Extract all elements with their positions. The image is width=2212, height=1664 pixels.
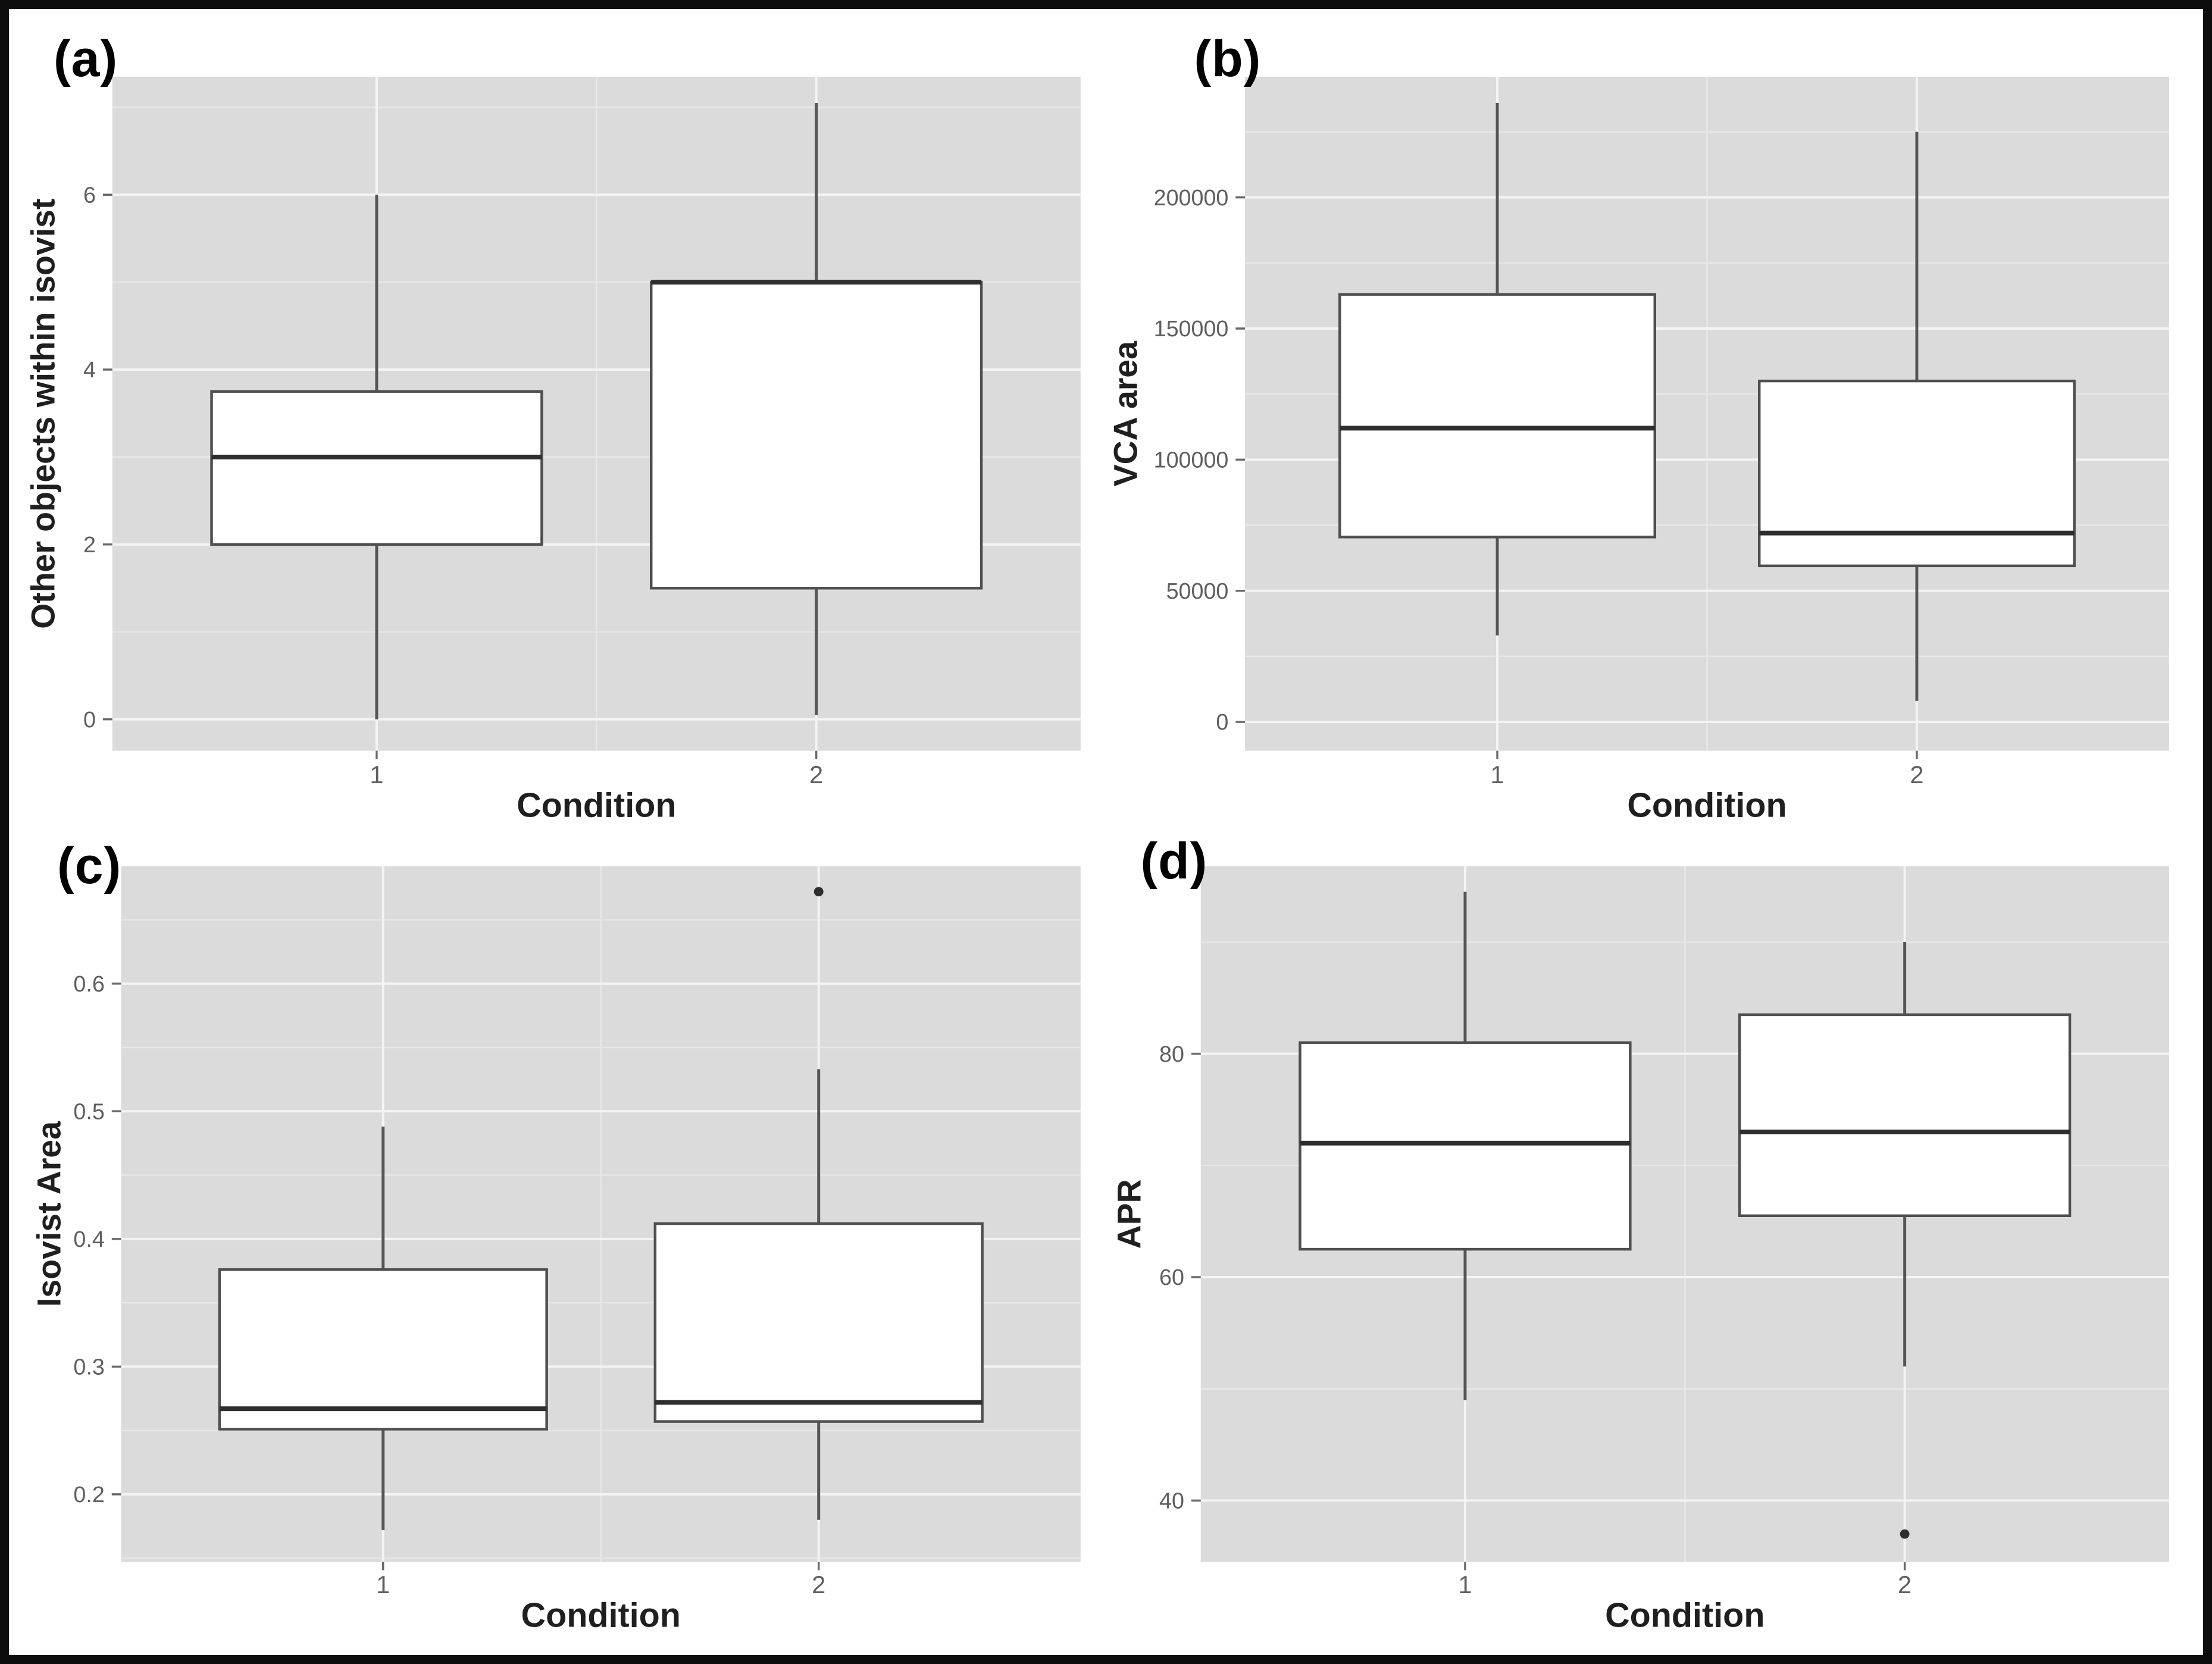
y-tick-label: 2 [83,532,96,557]
y-tick-label: 4 [83,357,96,382]
panel-b-boxplot-chart: 0 50000 100000 150000 200000 1 2 Condition VCA a… [1107,76,2169,824]
panel-d-boxplot-chart: 40 60 80 1 2 Condition APR [1110,866,2169,1634]
y-tick-label: 0.6 [73,971,104,996]
panel-grid: (a) 0 2 4 6 1 2 Condition Other objects within … [18,18,2194,1646]
x-tick-label: 2 [809,761,823,789]
x-tick-label: 1 [376,1571,390,1599]
y-tick-label: 0.4 [73,1227,104,1252]
box-condition-2 [653,1222,984,1423]
box-condition-1 [1298,1041,1632,1251]
box-condition-2 [1757,379,2076,568]
x-tick-label: 1 [1458,1571,1472,1599]
outlier-point [1900,1529,1910,1539]
x-tick-label: 1 [1490,761,1504,789]
y-tick-label: 100000 [1153,448,1228,473]
panel-a: (a) 0 2 4 6 1 2 Condition Other objects within … [18,18,1106,832]
x-tick-label: 2 [812,1571,825,1599]
y-tick-label: 0.2 [73,1482,104,1507]
y-tick-label: 0 [83,707,96,732]
x-tick-label: 2 [1910,761,1923,789]
x-axis-title: Condition [1605,1596,1764,1634]
x-tick-label: 1 [370,761,383,789]
x-axis-title: Condition [517,786,676,824]
y-axis-title: APR [1110,1179,1147,1249]
y-axis-title: Other objects within isovist [24,199,61,629]
panel-a-label: (a) [54,30,118,87]
panel-c-boxplot-chart: 0.2 0.3 0.4 0.5 0.6 1 2 Condition Isovist Area [30,866,1081,1634]
y-tick-label: 150000 [1153,316,1228,341]
y-tick-label: 50000 [1166,578,1228,603]
y-tick-label: 40 [1159,1488,1184,1513]
y-tick-label: 80 [1159,1041,1184,1066]
x-axis-title: Condition [521,1596,681,1634]
box-condition-1 [210,390,543,546]
panel-b-label: (b) [1194,30,1262,87]
panel-a-boxplot-chart: 0 2 4 6 1 2 Condition Other objects within isov… [24,76,1081,824]
box-condition-1 [1338,293,1656,539]
y-tick-label: 60 [1159,1265,1184,1290]
y-tick-label: 6 [83,182,96,207]
panel-c-label: (c) [57,837,122,894]
y-axis-title: VCA area [1107,340,1144,486]
y-tick-label: 0.3 [73,1355,104,1380]
outlier-point [814,887,824,897]
box-condition-1 [218,1268,548,1431]
box-condition-2 [1738,1013,2071,1218]
panel-c: (c) 0.2 0.3 0.4 0.5 0.6 1 2 Condition Isovist Ar… [18,832,1106,1646]
x-axis-title: Condition [1627,786,1787,824]
y-tick-label: 200000 [1153,185,1228,210]
y-tick-label: 0.5 [73,1099,104,1124]
y-tick-label: 0 [1216,709,1228,734]
box-condition-2 [649,280,983,590]
panel-b: (b) 0 50000 100000 150000 200000 1 2 Condition V… [1106,18,2194,832]
panel-d: (d) 40 60 80 1 2 Condition APR [1106,832,2194,1646]
y-axis-title: Isovist Area [30,1121,67,1307]
x-tick-label: 2 [1898,1571,1911,1599]
panel-d-label: (d) [1140,833,1208,890]
